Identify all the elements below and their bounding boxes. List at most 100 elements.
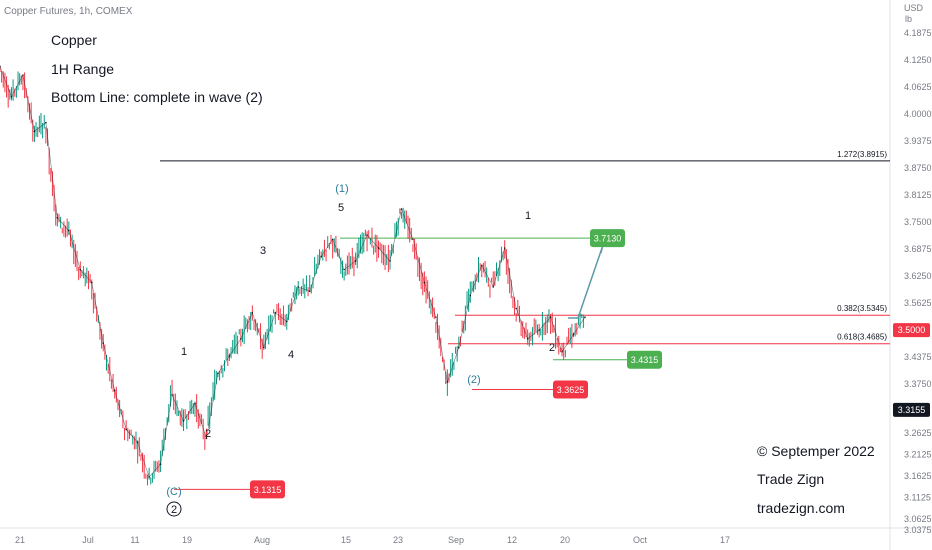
price-point <box>480 264 483 267</box>
price-point <box>389 260 391 262</box>
price-point <box>251 312 254 314</box>
y-tick-label: 3.6875 <box>904 244 932 254</box>
y-tick-label: 3.0375 <box>904 525 932 535</box>
site-text: tradezign.com <box>757 500 845 516</box>
price-point <box>515 307 517 310</box>
price-point <box>240 337 242 340</box>
price-point <box>412 238 414 241</box>
y-tick-label: 4.0625 <box>904 82 932 92</box>
y-tick-label: 3.3750 <box>904 379 932 389</box>
price-tag[interactable]: 3.7130 <box>590 229 625 248</box>
price-point <box>228 355 231 357</box>
price-tag-box <box>590 229 625 248</box>
y-tick-label: 3.0625 <box>904 514 932 524</box>
price-point <box>320 255 322 258</box>
price-point <box>171 394 173 396</box>
price-point <box>584 316 586 318</box>
wave-label: 2 <box>549 342 555 354</box>
price-tag-label: 3.4315 <box>631 355 659 365</box>
y-tick-label: 4.1250 <box>904 55 932 65</box>
x-tick-label: Aug <box>254 535 270 545</box>
price-point <box>263 346 265 349</box>
y-tick-label: 3.2625 <box>904 428 932 438</box>
x-tick-label: Jul <box>82 535 94 545</box>
x-tick-label: 20 <box>560 535 570 545</box>
wave-label: 2 <box>171 504 177 516</box>
price-point <box>400 208 403 210</box>
price-point <box>343 268 345 271</box>
y-tick-label: 3.2125 <box>904 449 932 459</box>
x-tick-label: 17 <box>720 535 730 545</box>
price-unit-bottom: lb <box>905 14 912 24</box>
price-point <box>297 286 300 288</box>
wave-label: (1) <box>335 183 348 195</box>
price-point <box>285 320 288 323</box>
y-tick-label: 3.6250 <box>904 271 932 281</box>
axis-tag-label: 3.5000 <box>898 325 926 335</box>
x-tick-label: 15 <box>341 535 351 545</box>
y-tick-label: 3.9375 <box>904 136 932 146</box>
wave-label: 5 <box>338 202 344 214</box>
price-point <box>423 281 426 284</box>
price-point <box>572 333 575 336</box>
x-tick-label: Sep <box>448 535 464 545</box>
wave-label: 3 <box>260 245 266 257</box>
brand-text: Trade Zign <box>757 471 825 487</box>
price-point <box>182 420 185 422</box>
price-tag[interactable]: 3.3625 <box>553 380 588 399</box>
price-point <box>217 372 219 375</box>
projection-path <box>568 247 603 319</box>
x-tick-label: 23 <box>393 535 403 545</box>
price-tag-box <box>627 350 662 369</box>
symbol-label: Copper Futures, 1h, COMEX <box>4 6 133 17</box>
title-copper: Copper <box>51 32 97 48</box>
price-point <box>366 234 368 236</box>
level-label: 0.618(3.4685) <box>837 333 887 342</box>
copyright-text: © Septemper 2022 <box>757 443 875 459</box>
x-tick-label: Oct <box>633 535 648 545</box>
price-point <box>0 65 1 68</box>
level-label: 0.382(3.5345) <box>837 304 887 313</box>
price-tag-label: 3.1315 <box>254 485 282 495</box>
price-point <box>10 95 13 98</box>
price-point <box>125 428 127 431</box>
wave-label: 1 <box>181 346 187 358</box>
price-point <box>68 229 70 232</box>
price-point <box>503 247 506 249</box>
axis-tag-box <box>893 402 930 417</box>
price-point <box>561 350 563 353</box>
price-tag-box <box>250 480 285 499</box>
price-point <box>45 121 47 124</box>
x-tick-label: 19 <box>182 535 192 545</box>
wave-label: 4 <box>288 349 294 361</box>
axis-price-tag: 3.5000 <box>893 323 930 338</box>
price-line <box>0 66 586 478</box>
price-tag[interactable]: 3.4315 <box>627 350 662 369</box>
y-tick-label: 3.1625 <box>904 471 932 481</box>
x-tick-label: 11 <box>130 535 139 545</box>
price-point <box>435 316 437 318</box>
price-point <box>549 316 552 318</box>
price-point <box>136 441 139 444</box>
wave-circle-marker <box>166 501 182 517</box>
y-tick-label: 4.1875 <box>904 28 932 38</box>
price-point <box>33 130 36 133</box>
wave-label: (C) <box>166 486 181 498</box>
x-tick-label: 21 <box>15 535 25 545</box>
y-tick-label: 4.0000 <box>904 109 932 119</box>
price-point <box>274 312 277 314</box>
price-point <box>205 437 208 439</box>
price-point <box>469 294 472 297</box>
price-point <box>56 216 59 219</box>
wave-label: (2) <box>467 374 480 386</box>
title-bottom-line: Bottom Line: complete in wave (2) <box>51 89 263 105</box>
price-point <box>492 286 495 288</box>
price-point <box>526 337 529 340</box>
price-point <box>22 74 24 76</box>
price-tag[interactable]: 3.1315 <box>250 480 285 499</box>
y-tick-label: 3.8750 <box>904 163 932 173</box>
price-point <box>102 342 105 344</box>
wave-label: 1 <box>525 210 531 222</box>
